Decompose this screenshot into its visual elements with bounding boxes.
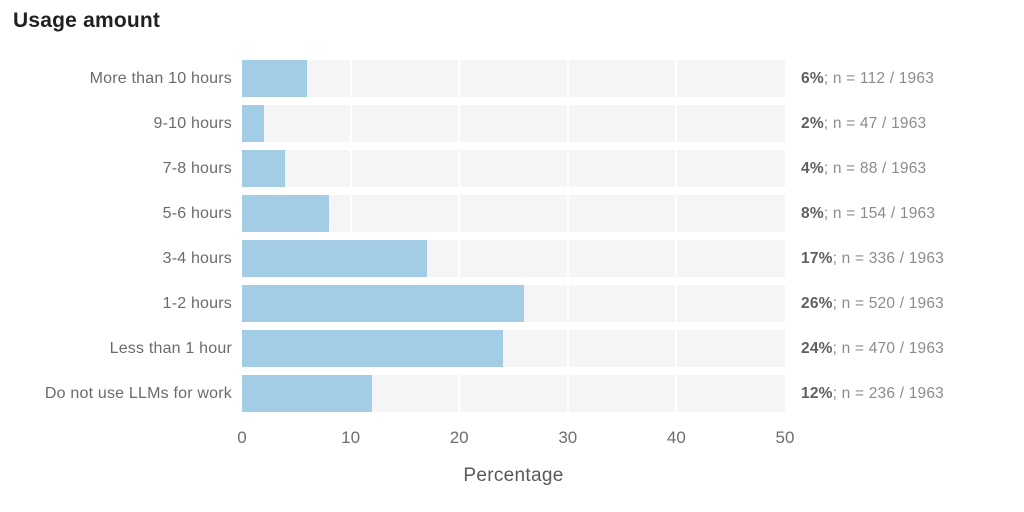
bar-track xyxy=(242,240,785,277)
category-label: 9-10 hours xyxy=(153,114,232,132)
annotation-note: ; n = 520 / 1963 xyxy=(832,294,944,312)
gridline xyxy=(566,195,569,232)
gridline xyxy=(675,375,678,412)
gridline xyxy=(675,150,678,187)
gridline xyxy=(566,240,569,277)
category-label: 7-8 hours xyxy=(162,159,232,177)
category-label: Less than 1 hour xyxy=(109,339,232,357)
bar-row: 5-6 hours 8%; n = 154 / 1963 xyxy=(0,195,1024,232)
annotation-note: ; n = 470 / 1963 xyxy=(832,339,944,357)
bar-row: 1-2 hours 26%; n = 520 / 1963 xyxy=(0,285,1024,322)
gridline xyxy=(566,150,569,187)
gridline xyxy=(566,285,569,322)
x-axis-tick: 50 xyxy=(775,428,795,447)
bar xyxy=(242,240,427,277)
bar-row: Do not use LLMs for work 12%; n = 236 / … xyxy=(0,375,1024,412)
bar-row: More than 10 hours 6%; n = 112 / 1963 xyxy=(0,60,1024,97)
bar xyxy=(242,105,264,142)
annotation: 8%; n = 154 / 1963 xyxy=(785,205,1024,223)
gridline xyxy=(458,60,461,97)
annotation-note: ; n = 336 / 1963 xyxy=(832,249,944,267)
annotation: 6%; n = 112 / 1963 xyxy=(785,70,1024,88)
bar-track xyxy=(242,105,785,142)
annotation-percent: 17% xyxy=(801,249,833,267)
annotation: 17%; n = 336 / 1963 xyxy=(785,250,1024,268)
bar-row: 3-4 hours 17%; n = 336 / 1963 xyxy=(0,240,1024,277)
bar xyxy=(242,60,308,97)
gridline xyxy=(566,60,569,97)
bar-row: 7-8 hours 4%; n = 88 / 1963 xyxy=(0,150,1024,187)
annotation: 24%; n = 470 / 1963 xyxy=(785,340,1024,358)
annotation-note: ; n = 47 / 1963 xyxy=(823,114,927,132)
category-label: Do not use LLMs for work xyxy=(44,384,232,402)
bar xyxy=(242,330,503,367)
gridline xyxy=(675,240,678,277)
gridline xyxy=(349,60,352,97)
gridline xyxy=(458,150,461,187)
category-label: 1-2 hours xyxy=(162,294,232,312)
gridline xyxy=(458,195,461,232)
gridline xyxy=(675,330,678,367)
annotation-percent: 24% xyxy=(801,339,833,357)
bar-track xyxy=(242,195,785,232)
chart-title: Usage amount xyxy=(13,9,161,32)
bar-track xyxy=(242,150,785,187)
x-axis-ticks: 0 10 20 30 40 50 xyxy=(237,428,794,449)
bar xyxy=(242,375,373,412)
gridline xyxy=(675,105,678,142)
category-label: More than 10 hours xyxy=(89,69,232,87)
gridline xyxy=(349,150,352,187)
annotation-percent: 6% xyxy=(801,69,824,87)
gridline xyxy=(566,105,569,142)
annotation-percent: 12% xyxy=(801,384,833,402)
bar-track xyxy=(242,60,785,97)
x-axis-tick: 20 xyxy=(449,428,469,447)
bar-rows: More than 10 hours 6%; n = 112 / 1963 9-… xyxy=(0,60,1024,412)
gridline xyxy=(458,240,461,277)
x-axis-tick: 0 xyxy=(237,428,247,447)
x-axis-tick: 40 xyxy=(666,428,686,447)
bar xyxy=(242,150,286,187)
usage-amount-chart: Usage amount More than 10 hours 6%; n = … xyxy=(0,9,1024,486)
bar-track xyxy=(242,375,785,412)
x-axis-tick: 30 xyxy=(558,428,578,447)
gridline xyxy=(566,375,569,412)
bar-track xyxy=(242,285,785,322)
gridline xyxy=(349,105,352,142)
annotation-note: ; n = 88 / 1963 xyxy=(823,159,927,177)
x-axis-label: Percentage xyxy=(463,465,564,486)
gridline xyxy=(349,195,352,232)
annotation-percent: 4% xyxy=(801,159,824,177)
gridline xyxy=(675,60,678,97)
annotation: 26%; n = 520 / 1963 xyxy=(785,295,1024,313)
annotation-note: ; n = 112 / 1963 xyxy=(823,69,935,87)
annotation-note: ; n = 236 / 1963 xyxy=(832,384,944,402)
bar-track xyxy=(242,330,785,367)
bar-row: 9-10 hours 2%; n = 47 / 1963 xyxy=(0,105,1024,142)
annotation: 4%; n = 88 / 1963 xyxy=(785,160,1024,178)
bar-row: Less than 1 hour 24%; n = 470 / 1963 xyxy=(0,330,1024,367)
annotation-percent: 8% xyxy=(801,204,824,222)
gridline xyxy=(566,330,569,367)
x-axis-tick: 10 xyxy=(341,428,361,447)
bar xyxy=(242,285,525,322)
annotation-note: ; n = 154 / 1963 xyxy=(823,204,936,222)
gridline xyxy=(458,105,461,142)
category-label: 3-4 hours xyxy=(162,249,232,267)
gridline xyxy=(675,285,678,322)
annotation-percent: 26% xyxy=(801,294,833,312)
annotation: 12%; n = 236 / 1963 xyxy=(785,385,1024,403)
bar xyxy=(242,195,329,232)
category-label: 5-6 hours xyxy=(162,204,232,222)
annotation: 2%; n = 47 / 1963 xyxy=(785,115,1024,133)
gridline xyxy=(458,375,461,412)
annotation-percent: 2% xyxy=(801,114,824,132)
gridline xyxy=(675,195,678,232)
